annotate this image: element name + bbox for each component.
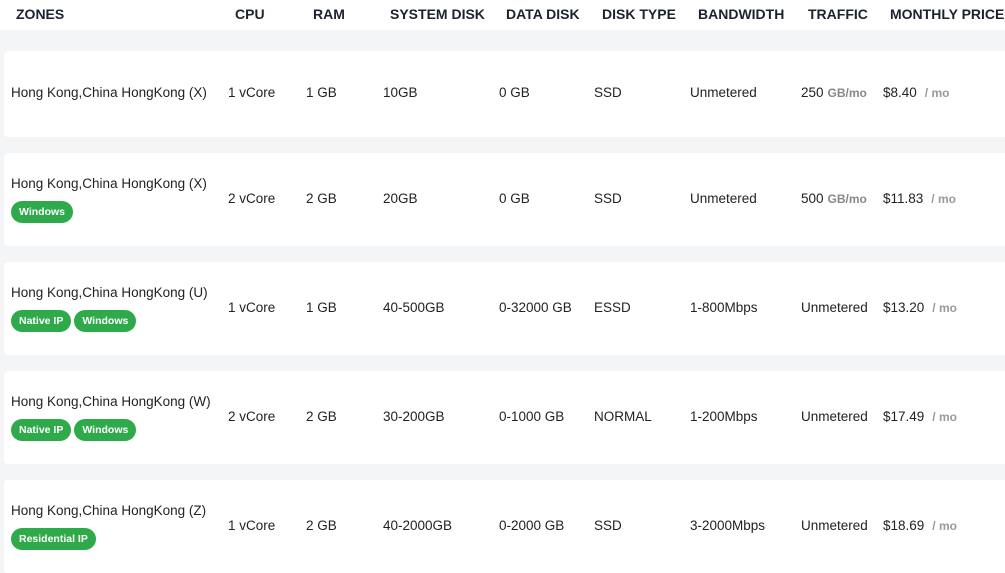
badge-list: Native IP Windows — [11, 418, 137, 441]
traffic-amount: 250 — [801, 85, 824, 100]
column-header: ZONES — [16, 6, 65, 22]
badge-list: Windows — [11, 200, 73, 223]
plan-row[interactable]: Hong Kong,China HongKong (X) Windows 2 vCo… — [4, 153, 1005, 246]
price-amount: $8.40 — [883, 85, 917, 100]
traffic-amount: 500 — [801, 190, 824, 206]
traffic-amount: Unmetered — [801, 408, 868, 424]
price-value: $13.20 / mo — [883, 300, 957, 315]
column-header: BANDWIDTH — [698, 6, 785, 22]
cpu-value: 1 vCore — [228, 299, 276, 315]
feature-badge: Native IP — [11, 418, 72, 441]
feature-badge: Windows — [74, 418, 137, 441]
price-value: $17.49 / mo — [883, 409, 957, 424]
disk-type-value: SSD — [594, 85, 622, 100]
bandwidth-value: Unmetered — [690, 190, 757, 206]
price-unit: / mo — [924, 86, 950, 100]
data-disk-value: 0 GB — [499, 85, 530, 100]
traffic-unit: GB/mo — [827, 191, 867, 206]
ram-value: 2 GB — [306, 517, 337, 533]
column-header: DISK TYPE — [602, 6, 676, 22]
traffic-amount: Unmetered — [801, 299, 868, 315]
price-unit: / mo — [932, 409, 957, 424]
cpu-value: 2 vCore — [228, 408, 276, 424]
traffic-value: Unmetered — [801, 300, 868, 315]
column-header: CPU — [235, 6, 265, 22]
zone-name: Hong Kong,China HongKong (W) — [11, 393, 211, 409]
disk-type-value: NORMAL — [594, 408, 652, 424]
cpu-value: 2 vCore — [228, 190, 276, 206]
price-value: $8.40 / mo — [883, 85, 949, 100]
data-disk-value: 0 GB — [499, 190, 530, 206]
bandwidth-value: 1-200Mbps — [690, 408, 758, 424]
price-amount: $18.69 — [883, 517, 925, 533]
column-header: RAM — [313, 6, 345, 22]
data-disk-value: 0-32000 GB — [499, 299, 572, 315]
zone-name: Hong Kong,China HongKong (X) — [11, 85, 207, 100]
column-header: SYSTEM DISK — [390, 6, 485, 22]
feature-badge: Windows — [11, 200, 73, 223]
system-disk-value: 40-2000GB — [383, 517, 453, 533]
zone-name: Hong Kong,China HongKong (Z) — [11, 502, 207, 518]
bandwidth-value: Unmetered — [690, 85, 757, 100]
data-disk-value: 0-2000 GB — [499, 517, 565, 533]
price-amount: $11.83 — [883, 190, 924, 206]
traffic-amount: Unmetered — [801, 517, 868, 533]
disk-type-value: SSD — [594, 517, 622, 533]
column-header: TRAFFIC — [808, 6, 868, 22]
data-disk-value: 0-1000 GB — [499, 408, 565, 424]
feature-badge: Native IP — [11, 309, 72, 332]
feature-badge: Residential IP — [11, 527, 96, 550]
price-unit: / mo — [932, 518, 957, 533]
price-unit: / mo — [931, 191, 956, 206]
ram-value: 1 GB — [306, 299, 337, 315]
feature-badge: Windows — [74, 309, 137, 332]
cpu-value: 1 vCore — [228, 85, 276, 100]
plan-row[interactable]: Hong Kong,China HongKong (U) Native IP Win… — [4, 262, 1005, 355]
badge-list: Residential IP — [11, 527, 96, 550]
system-disk-value: 10GB — [383, 85, 418, 100]
bandwidth-value: 1-800Mbps — [690, 299, 758, 315]
column-header: DATA DISK — [506, 6, 580, 22]
price-unit: / mo — [932, 300, 957, 315]
table-header: ZONES CPU RAM SYSTEM DISK DATA DISK DISK TYPE… — [0, 0, 1005, 30]
plan-row[interactable]: Hong Kong,China HongKong (X) 1 vCore 1 GB 1… — [4, 51, 1005, 137]
disk-type-value: ESSD — [594, 299, 631, 315]
ram-value: 1 GB — [306, 85, 337, 100]
price-value: $18.69 / mo — [883, 518, 957, 533]
zone-name: Hong Kong,China HongKong (X) — [11, 175, 207, 191]
bandwidth-value: 3-2000Mbps — [690, 517, 766, 533]
system-disk-value: 20GB — [383, 190, 418, 206]
column-header: MONTHLY PRICE — [890, 6, 1005, 22]
traffic-value: 500 GB/mo — [801, 191, 867, 206]
price-value: $11.83 / mo — [883, 191, 956, 206]
cpu-value: 1 vCore — [228, 517, 276, 533]
system-disk-value: 40-500GB — [383, 299, 445, 315]
traffic-value: Unmetered — [801, 409, 868, 424]
traffic-value: 250 GB/mo — [801, 85, 867, 100]
system-disk-value: 30-200GB — [383, 408, 445, 424]
ram-value: 2 GB — [306, 408, 337, 424]
zone-name: Hong Kong,China HongKong (U) — [11, 284, 208, 300]
traffic-value: Unmetered — [801, 518, 868, 533]
traffic-unit: GB/mo — [827, 86, 867, 100]
price-amount: $13.20 — [883, 299, 925, 315]
badge-list: Native IP Windows — [11, 309, 137, 332]
plan-row[interactable]: Hong Kong,China HongKong (Z) Residential … — [4, 480, 1005, 573]
disk-type-value: SSD — [594, 190, 622, 206]
price-amount: $17.49 — [883, 408, 925, 424]
ram-value: 2 GB — [306, 190, 337, 206]
plan-row[interactable]: Hong Kong,China HongKong (W) Native IP Win… — [4, 371, 1005, 464]
